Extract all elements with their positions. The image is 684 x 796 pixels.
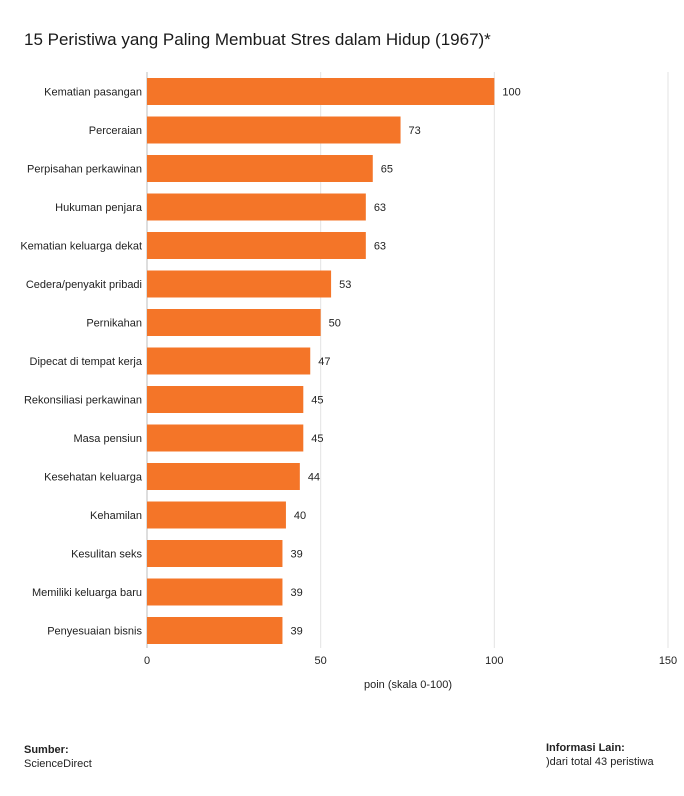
- x-tick-label: 50: [315, 655, 327, 667]
- value-label: 53: [339, 279, 351, 291]
- value-label: 40: [294, 510, 306, 522]
- category-label: Masa pensiun: [74, 433, 143, 445]
- source-label: Sumber:: [24, 744, 69, 756]
- bar: [147, 155, 373, 182]
- category-label: Perpisahan perkawinan: [27, 164, 142, 176]
- value-label: 63: [374, 241, 386, 253]
- x-tick-label: 150: [659, 655, 677, 667]
- category-label: Kesulitan seks: [71, 549, 142, 561]
- category-label: Kematian pasangan: [44, 87, 142, 99]
- x-tick-labels: 0 50 100 150: [144, 655, 677, 667]
- category-label: Perceraian: [89, 125, 142, 137]
- value-label: 47: [318, 356, 330, 368]
- value-label: 63: [374, 202, 386, 214]
- value-label: 45: [311, 433, 323, 445]
- bar: [147, 386, 304, 413]
- x-tick-label: 0: [144, 655, 150, 667]
- category-label: Kesehatan keluarga: [44, 472, 143, 484]
- value-label: 39: [290, 626, 302, 638]
- category-label: Memiliki keluarga baru: [32, 587, 142, 599]
- chart-title: 15 Peristiwa yang Paling Membuat Stres d…: [24, 30, 491, 49]
- info-label: Informasi Lain:: [546, 742, 625, 754]
- value-label: 39: [290, 587, 302, 599]
- info-value: )dari total 43 peristiwa: [546, 756, 654, 768]
- category-label: Kematian keluarga dekat: [20, 241, 142, 253]
- bar: [147, 78, 495, 105]
- value-labels: 100 73 65 63 63 53 50 47 45 45 44 40 39 39 39: [290, 87, 520, 638]
- bar: [147, 578, 283, 606]
- value-label: 39: [290, 549, 302, 561]
- value-label: 65: [381, 164, 393, 176]
- bar: [147, 116, 401, 144]
- bar: [147, 424, 304, 452]
- x-tick-label: 100: [485, 655, 503, 667]
- value-label: 44: [308, 472, 320, 484]
- bar: [147, 501, 286, 529]
- category-label: Hukuman penjara: [55, 202, 143, 214]
- bar: [147, 540, 283, 567]
- bar: [147, 193, 366, 221]
- category-label: Rekonsiliasi perkawinan: [24, 395, 142, 407]
- category-label: Kehamilan: [90, 510, 142, 522]
- category-label: Penyesuaian bisnis: [47, 626, 142, 638]
- info-block: Informasi Lain: )dari total 43 peristiwa: [546, 741, 654, 769]
- x-axis-label: poin (skala 0-100): [364, 679, 452, 691]
- category-labels: Kematian pasangan Perceraian Perpisahan pe…: [20, 87, 143, 638]
- category-label: Cedera/penyakit pribadi: [26, 279, 142, 291]
- value-label: 73: [409, 125, 421, 137]
- category-label: Pernikahan: [86, 318, 142, 330]
- bar: [147, 617, 283, 644]
- bar-chart: Kematian pasangan Perceraian Perpisahan pe…: [20, 72, 677, 691]
- bars: [147, 78, 495, 644]
- bar: [147, 347, 311, 375]
- category-label: Dipecat di tempat kerja: [30, 356, 143, 368]
- source-value: ScienceDirect: [24, 758, 92, 770]
- bar: [147, 232, 366, 259]
- bar: [147, 463, 300, 490]
- bar: [147, 270, 332, 298]
- value-label: 100: [502, 87, 520, 99]
- value-label: 50: [329, 318, 341, 330]
- source-block: Sumber: ScienceDirect: [24, 743, 92, 771]
- bar: [147, 309, 321, 336]
- value-label: 45: [311, 395, 323, 407]
